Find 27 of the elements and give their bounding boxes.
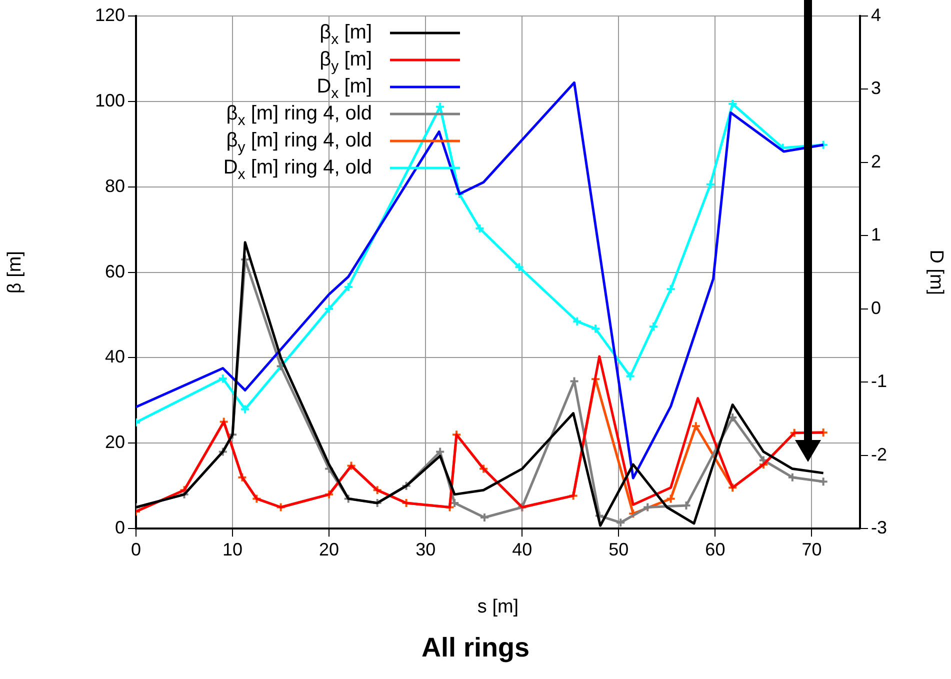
- y2-tick-label: 1: [871, 224, 882, 245]
- x-tick-label: 30: [416, 539, 436, 560]
- y2-axis-title: D [m]: [925, 250, 946, 295]
- x-tick-label: 10: [222, 539, 243, 560]
- y2-tick-label: -1: [871, 371, 888, 392]
- x-tick-label: 70: [802, 539, 822, 560]
- y2-tick-label: -3: [871, 518, 888, 538]
- y-tick-label: 100: [94, 90, 125, 110]
- y-tick-label: 120: [94, 4, 125, 25]
- x-tick-label: 60: [705, 539, 726, 560]
- y-tick-label: 80: [104, 176, 125, 196]
- x-tick-label: 0: [130, 539, 142, 560]
- x-tick-label: 40: [512, 539, 532, 560]
- x-tick-label: 20: [319, 539, 340, 560]
- x-axis-title: s [m]: [477, 596, 519, 618]
- y2-tick-label: -2: [871, 444, 888, 464]
- y-axis-title: β [m]: [4, 251, 26, 294]
- y-tick-label: 60: [104, 261, 125, 282]
- y-tick-label: 40: [104, 346, 125, 367]
- y2-tick-label: 0: [871, 298, 882, 318]
- x-tick-label: 50: [608, 539, 629, 560]
- y2-tick-label: 2: [871, 151, 882, 172]
- text: All rings: [421, 632, 530, 662]
- y-tick-label: 0: [114, 518, 125, 538]
- y2-tick-label: 4: [871, 4, 882, 25]
- y2-tick-label: 3: [871, 78, 882, 98]
- y-tick-label: 20: [104, 432, 125, 452]
